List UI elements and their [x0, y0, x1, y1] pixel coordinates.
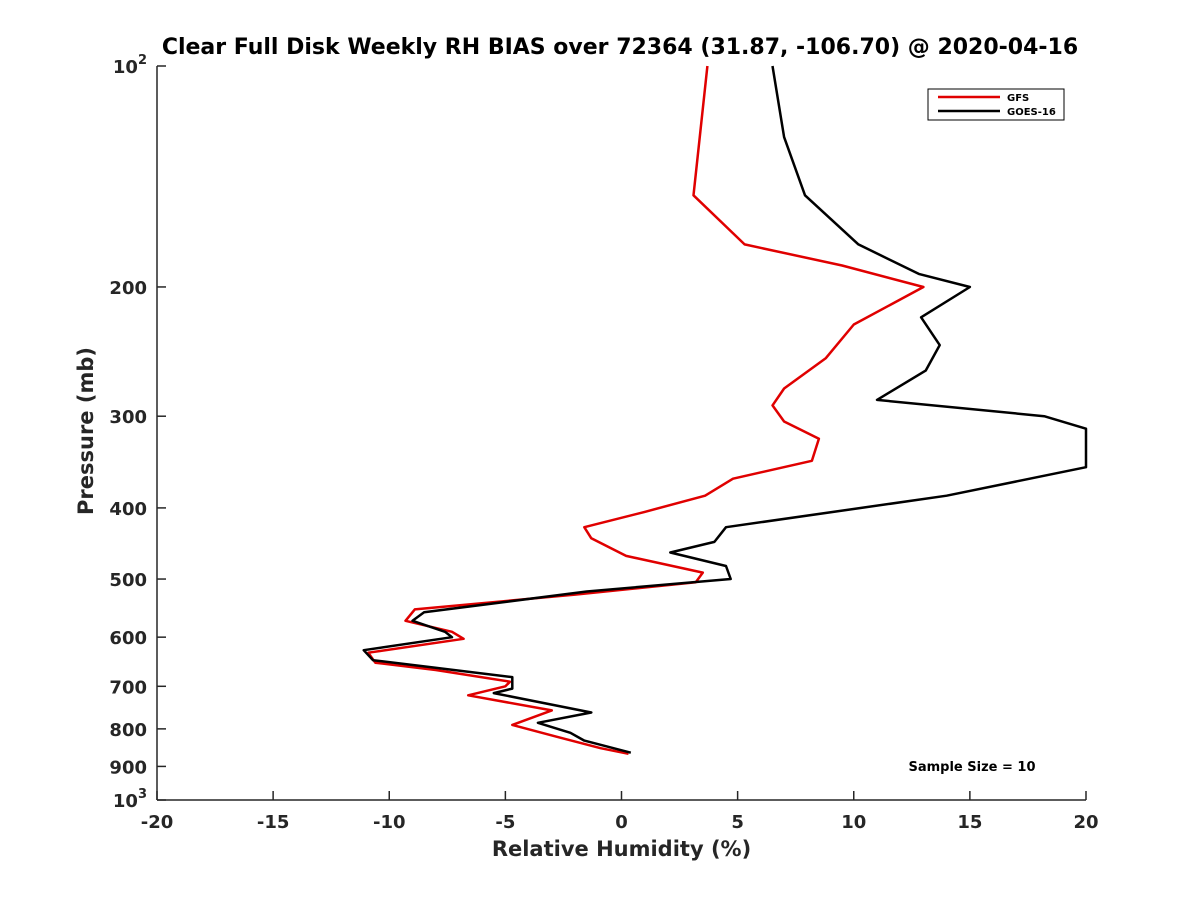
x-tick-label: 5 [731, 812, 744, 833]
y-tick-label: 600 [109, 628, 147, 649]
y-tick-label: 800 [109, 720, 147, 741]
x-tick-label: 15 [957, 812, 982, 833]
legend-box [927, 88, 1065, 121]
y-tick-label: 200 [109, 278, 147, 299]
y-tick-label: 500 [109, 570, 147, 591]
y-axis-label: Pressure (mb) [74, 347, 98, 515]
x-tick-label: 10 [841, 812, 866, 833]
y-tick-label: 900 [109, 757, 147, 778]
y-tick-label: 103 [113, 787, 147, 812]
x-tick-label: 0 [615, 812, 628, 833]
chart-title: Clear Full Disk Weekly RH BIAS over 7236… [162, 35, 1078, 60]
x-tick-label: 20 [1073, 812, 1098, 833]
x-axis-ticks: -20 -15 -10 -5 0 5 10 15 20 [141, 791, 1099, 833]
y-axis-ticks: 102 200 300 400 500 600 700 800 900 103 [109, 53, 166, 812]
sample-size-annotation: Sample Size = 10 [908, 760, 1035, 775]
x-tick-label: -10 [373, 812, 406, 833]
series-line-goes16 [362, 65, 1088, 754]
y-tick-label: 400 [109, 499, 147, 520]
series-line-gfs [367, 65, 925, 756]
legend: GFS GOES-16 [927, 88, 1065, 121]
series-layer [362, 65, 1088, 756]
legend-label-gfs: GFS [1007, 93, 1029, 104]
x-tick-label: -5 [495, 812, 515, 833]
legend-label-goes16: GOES-16 [1007, 107, 1056, 118]
plot-area [157, 66, 1086, 800]
x-axis-label: Relative Humidity (%) [492, 837, 751, 861]
y-tick-label: 700 [109, 677, 147, 698]
x-tick-label: -20 [141, 812, 174, 833]
y-tick-label: 300 [109, 407, 147, 428]
x-tick-label: -15 [257, 812, 290, 833]
y-tick-label: 102 [113, 53, 147, 78]
